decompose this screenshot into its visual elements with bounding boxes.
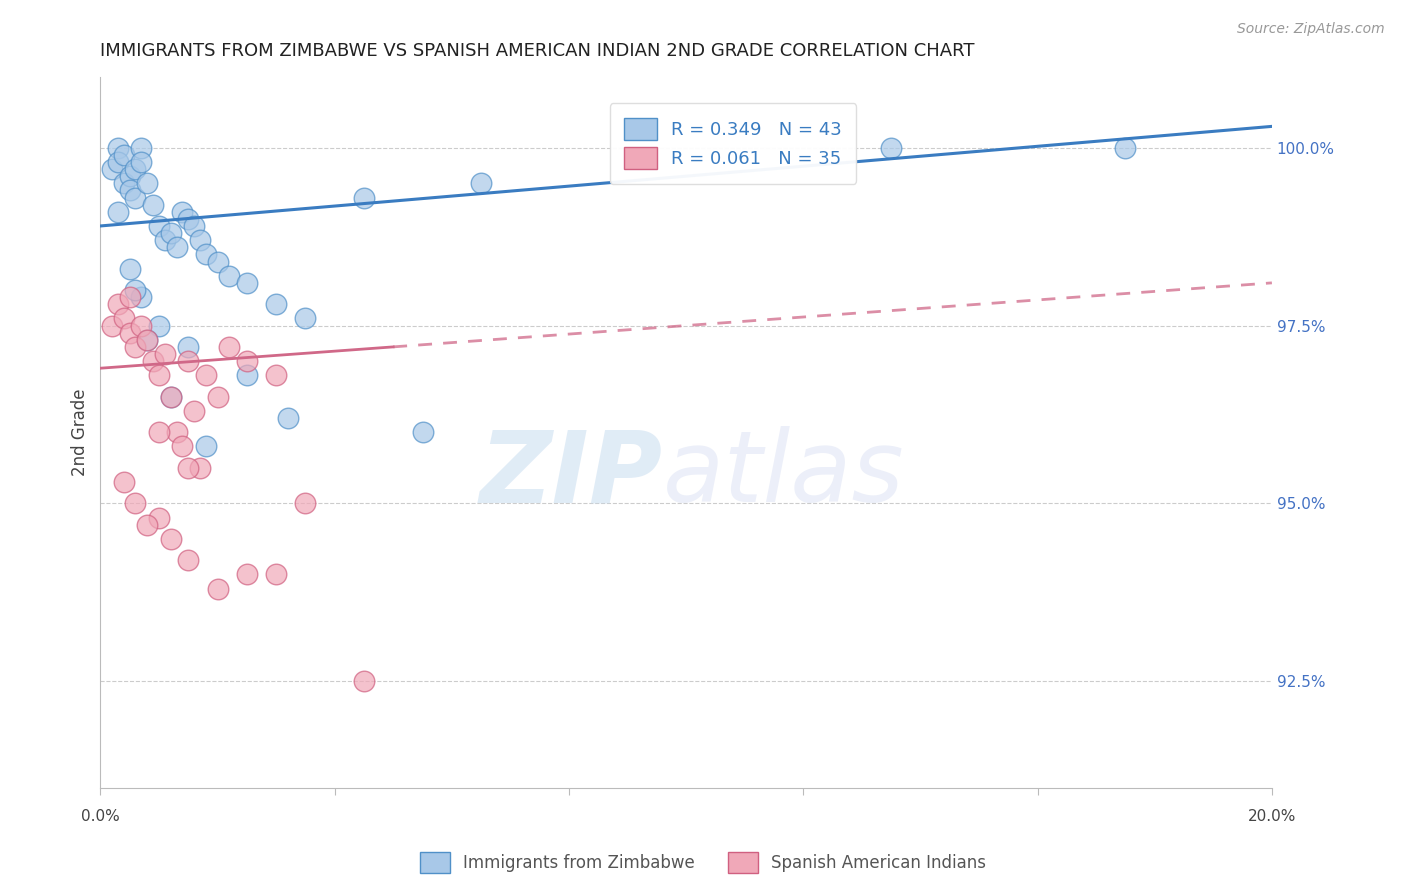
Point xyxy=(124,283,146,297)
Point xyxy=(118,169,141,184)
Point xyxy=(264,297,287,311)
Point xyxy=(107,155,129,169)
Point xyxy=(112,176,135,190)
Point xyxy=(264,567,287,582)
Point xyxy=(183,219,205,233)
Point xyxy=(136,517,159,532)
Point xyxy=(236,368,259,383)
Point xyxy=(101,318,124,333)
Point xyxy=(142,354,165,368)
Point xyxy=(353,190,375,204)
Text: 20.0%: 20.0% xyxy=(1247,809,1296,824)
Point xyxy=(172,204,194,219)
Point xyxy=(136,333,159,347)
Point xyxy=(153,233,176,247)
Point xyxy=(218,268,240,283)
Point xyxy=(131,155,153,169)
Point xyxy=(142,197,165,211)
Text: IMMIGRANTS FROM ZIMBABWE VS SPANISH AMERICAN INDIAN 2ND GRADE CORRELATION CHART: IMMIGRANTS FROM ZIMBABWE VS SPANISH AMER… xyxy=(100,42,974,60)
Point xyxy=(159,390,181,404)
Point xyxy=(188,233,211,247)
Point xyxy=(148,510,170,524)
Point xyxy=(101,162,124,177)
Point xyxy=(236,567,259,582)
Point xyxy=(131,318,153,333)
Text: atlas: atlas xyxy=(662,426,904,524)
Point xyxy=(159,532,181,546)
Point xyxy=(1114,141,1136,155)
Point xyxy=(353,674,375,689)
Point xyxy=(412,425,434,440)
Point xyxy=(159,226,181,240)
Point xyxy=(148,368,170,383)
Point xyxy=(148,219,170,233)
Legend: R = 0.349   N = 43, R = 0.061   N = 35: R = 0.349 N = 43, R = 0.061 N = 35 xyxy=(610,103,856,184)
Point xyxy=(118,261,141,276)
Point xyxy=(118,290,141,304)
Point xyxy=(177,354,200,368)
Text: ZIP: ZIP xyxy=(479,426,662,524)
Point xyxy=(207,582,229,596)
Point xyxy=(177,460,200,475)
Point xyxy=(207,254,229,268)
Text: Source: ZipAtlas.com: Source: ZipAtlas.com xyxy=(1237,22,1385,37)
Point xyxy=(166,425,188,440)
Point xyxy=(294,496,316,510)
Point xyxy=(118,326,141,340)
Y-axis label: 2nd Grade: 2nd Grade xyxy=(72,389,89,476)
Point xyxy=(148,425,170,440)
Point xyxy=(172,440,194,454)
Point xyxy=(124,340,146,354)
Point xyxy=(107,141,129,155)
Point xyxy=(177,211,200,226)
Point xyxy=(470,176,492,190)
Point xyxy=(188,460,211,475)
Point xyxy=(107,204,129,219)
Point xyxy=(112,148,135,162)
Point xyxy=(131,141,153,155)
Text: 0.0%: 0.0% xyxy=(82,809,120,824)
Point xyxy=(153,347,176,361)
Point xyxy=(148,318,170,333)
Point xyxy=(131,290,153,304)
Point xyxy=(166,240,188,254)
Legend: Immigrants from Zimbabwe, Spanish American Indians: Immigrants from Zimbabwe, Spanish Americ… xyxy=(413,846,993,880)
Point xyxy=(124,190,146,204)
Point xyxy=(136,176,159,190)
Point xyxy=(124,162,146,177)
Point xyxy=(236,276,259,290)
Point xyxy=(107,297,129,311)
Point xyxy=(194,247,217,261)
Point xyxy=(194,368,217,383)
Point xyxy=(294,311,316,326)
Point xyxy=(124,496,146,510)
Point xyxy=(177,340,200,354)
Point xyxy=(136,333,159,347)
Point xyxy=(277,411,299,425)
Point xyxy=(207,390,229,404)
Point xyxy=(194,440,217,454)
Point xyxy=(880,141,903,155)
Point xyxy=(177,553,200,567)
Point xyxy=(183,404,205,418)
Point xyxy=(159,390,181,404)
Point xyxy=(264,368,287,383)
Point xyxy=(118,183,141,197)
Point xyxy=(218,340,240,354)
Point xyxy=(112,475,135,489)
Point xyxy=(112,311,135,326)
Point xyxy=(236,354,259,368)
